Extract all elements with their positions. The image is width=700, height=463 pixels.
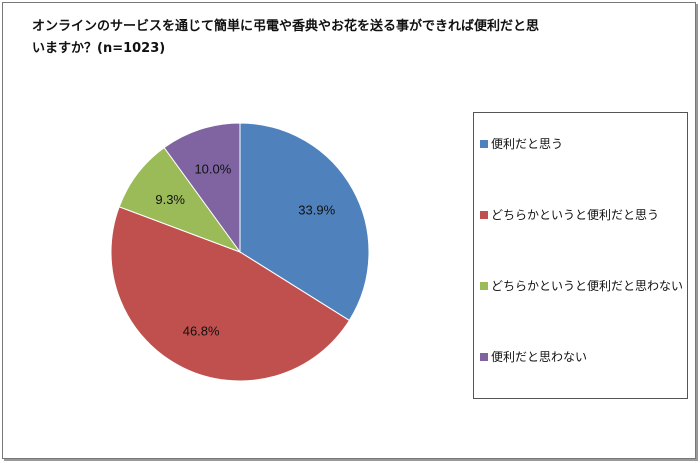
legend-item: 便利だと思う: [480, 135, 563, 152]
legend-item: どちらかというと便利だと思う: [480, 206, 659, 223]
data-label: 9.3%: [155, 192, 185, 207]
data-label: 46.8%: [183, 324, 220, 339]
legend-swatch: [480, 281, 488, 290]
legend-label: どちらかというと便利だと思う: [491, 208, 660, 222]
pie-slice: [239, 122, 370, 322]
data-label: 33.9%: [298, 202, 335, 217]
pie-slice: [163, 122, 241, 254]
legend-label: 便利だと思わない: [491, 350, 588, 364]
chart-title: オンラインのサービスを通じて簡単に弔電や香典やお花を送る事ができれば便利だと思 …: [32, 16, 632, 60]
legend-swatch: [480, 139, 488, 148]
legend-swatch: [480, 352, 488, 361]
legend-label: どちらかというと便利だと思わない: [491, 279, 684, 293]
legend-item: どちらかというと便利だと思わない: [480, 277, 683, 294]
title-line-1: オンラインのサービスを通じて簡単に弔電や香典やお花を送る事ができれば便利だと思: [32, 19, 540, 34]
legend-swatch: [480, 210, 488, 219]
pie-slice: [110, 206, 351, 382]
legend-item: 便利だと思わない: [480, 348, 587, 365]
legend-label: 便利だと思う: [491, 137, 564, 151]
data-label: 10.0%: [194, 162, 231, 177]
legend: 便利だと思うどちらかというと便利だと思うどちらかというと便利だと思わない 便利だと…: [473, 112, 688, 399]
title-line-2: いますか？(n=1023): [32, 41, 166, 56]
